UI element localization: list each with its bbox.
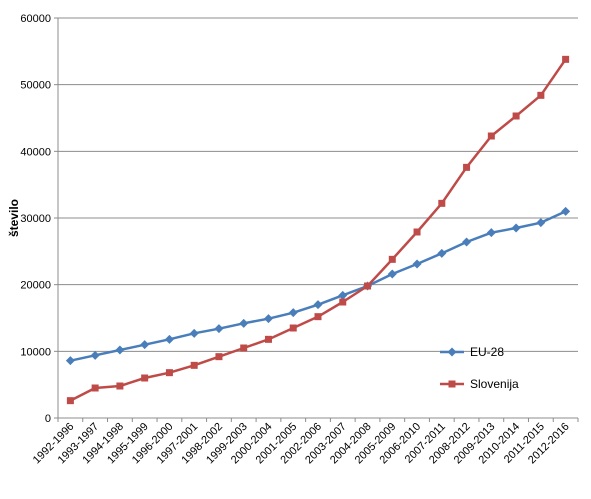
data-point (537, 91, 545, 99)
y-tick-label: 40000 (20, 146, 51, 158)
data-point (512, 112, 520, 120)
data-point (413, 228, 421, 236)
series-slovenija (66, 55, 570, 405)
data-point (339, 298, 347, 306)
series-group (65, 55, 571, 405)
data-point (239, 318, 249, 328)
y-tick-label: 20000 (20, 280, 51, 292)
data-point (141, 374, 149, 382)
data-point (289, 324, 297, 332)
legend-swatch-marker (448, 380, 456, 388)
data-point (511, 223, 521, 233)
y-axis-label: število (7, 199, 21, 237)
data-point (116, 382, 124, 390)
data-point (487, 132, 495, 140)
axes (54, 17, 579, 422)
data-point (115, 345, 125, 355)
data-point (313, 300, 323, 310)
data-point (562, 55, 570, 63)
y-tick-label: 10000 (20, 346, 51, 358)
y-tick-label: 50000 (20, 80, 51, 92)
data-point (463, 163, 471, 171)
data-point (288, 308, 298, 318)
data-point (462, 237, 472, 247)
data-point (90, 350, 100, 360)
legend-item: EU-28 (440, 345, 504, 359)
y-tick-label: 30000 (20, 213, 51, 225)
data-point (190, 361, 198, 369)
data-point (165, 369, 173, 377)
data-point (486, 228, 496, 238)
data-point (387, 269, 397, 279)
series-eu-28 (65, 206, 571, 366)
y-tick-label: 0 (45, 413, 51, 425)
x-tick-labels: 1992-19961993-19971994-19981995-19991996… (31, 421, 572, 467)
data-point (264, 335, 272, 343)
legend-label: EU-28 (470, 345, 504, 359)
y-tick-labels: 0 10000 20000 30000 40000 50000 60000 (20, 13, 51, 425)
data-point (189, 328, 199, 338)
data-point (561, 206, 571, 216)
y-tick-label: 60000 (20, 13, 51, 25)
legend: EU-28 Slovenija (440, 345, 519, 391)
data-point (66, 397, 74, 405)
data-point (215, 353, 223, 361)
data-point (536, 218, 546, 228)
data-point (388, 255, 396, 263)
data-point (412, 259, 422, 269)
data-point (140, 340, 150, 350)
data-point (364, 282, 372, 290)
data-point (65, 356, 75, 366)
data-point (91, 384, 99, 392)
data-point (338, 290, 348, 300)
legend-item: Slovenija (440, 377, 519, 391)
data-point (263, 314, 273, 324)
legend-label: Slovenija (470, 377, 519, 391)
data-point (240, 344, 248, 352)
data-point (314, 313, 322, 321)
data-point (438, 199, 446, 207)
data-point (214, 324, 224, 334)
gridlines (58, 17, 578, 352)
data-point (164, 334, 174, 344)
data-point (437, 248, 447, 258)
legend-swatch-marker (447, 347, 457, 357)
